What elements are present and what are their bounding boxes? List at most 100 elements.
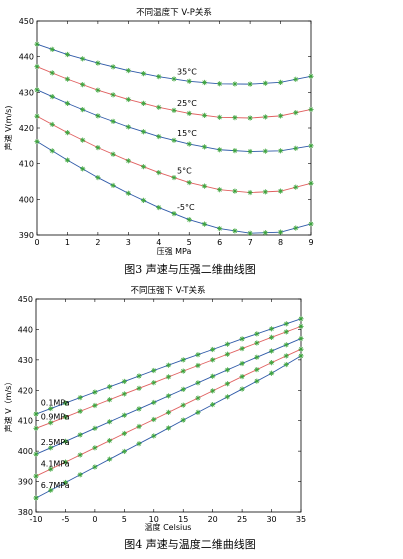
marker-stroke — [107, 419, 112, 424]
marker-stroke — [181, 387, 186, 392]
marker-stroke — [263, 81, 268, 86]
data-point-marker — [95, 113, 101, 119]
data-point-marker — [298, 335, 304, 342]
data-point-marker — [151, 367, 157, 374]
data-point-marker — [239, 386, 245, 392]
series-annotation: 5°C — [177, 167, 192, 176]
marker-stroke — [151, 380, 156, 385]
data-point-marker — [195, 409, 201, 415]
x-tick-label: 15 — [178, 515, 188, 524]
y-tick-label: 380 — [18, 508, 33, 517]
data-point-marker — [232, 188, 238, 194]
marker-stroke — [240, 336, 245, 341]
x-tick-label: 25 — [237, 515, 247, 524]
x-tick-label: 0 — [34, 238, 39, 247]
marker-stroke — [195, 395, 201, 401]
y-axis-label: 声速 V(m/s) — [3, 106, 13, 151]
marker-stroke — [298, 316, 304, 321]
marker-stroke — [63, 400, 68, 406]
data-point-marker — [268, 370, 275, 376]
marker-stroke — [232, 228, 237, 234]
marker-stroke — [126, 68, 131, 73]
marker-stroke — [171, 76, 177, 82]
data-point-marker — [247, 148, 253, 155]
marker-stroke — [63, 439, 68, 444]
marker-stroke — [111, 64, 116, 69]
marker-stroke — [50, 47, 55, 52]
y-tick-label: 440 — [19, 53, 34, 62]
marker-stroke — [78, 432, 83, 437]
data-point-marker — [224, 367, 230, 373]
marker-stroke — [263, 189, 268, 194]
data-point-marker — [210, 388, 216, 394]
data-point-marker — [64, 51, 71, 58]
data-point-marker — [268, 334, 275, 340]
marker-stroke — [34, 114, 40, 119]
data-point-marker — [308, 221, 314, 227]
x-tick-label: 5 — [122, 515, 127, 524]
marker-stroke — [181, 369, 186, 374]
x-tick-label: 2 — [95, 238, 100, 247]
marker-stroke — [111, 183, 116, 188]
data-point-marker — [136, 373, 142, 379]
marker-stroke — [308, 143, 314, 148]
data-point-marker — [186, 179, 192, 186]
marker-stroke — [136, 373, 142, 379]
y-tick-label: 420 — [18, 386, 33, 395]
marker-stroke — [278, 189, 283, 194]
series-annotation: 0.9MPa — [41, 413, 70, 422]
marker-stroke — [308, 107, 314, 112]
data-point-marker — [308, 73, 314, 79]
data-point-marker — [140, 71, 147, 77]
x-tick-label: -10 — [29, 515, 42, 524]
series-2.5MPa — [33, 335, 304, 457]
data-point-marker — [201, 183, 208, 189]
marker-stroke — [126, 97, 131, 102]
data-point-marker — [268, 326, 275, 332]
data-point-marker — [239, 345, 245, 352]
data-point-marker — [48, 466, 54, 472]
data-point-marker — [33, 451, 39, 457]
marker-stroke — [92, 464, 97, 470]
data-point-marker — [34, 64, 40, 70]
marker-stroke — [65, 130, 70, 135]
data-point-marker — [156, 204, 162, 211]
series-annotation: 25°C — [177, 99, 197, 108]
marker-stroke — [248, 231, 253, 236]
data-point-marker — [121, 448, 127, 455]
marker-stroke — [156, 170, 161, 175]
data-point-marker — [34, 138, 40, 145]
marker-stroke — [48, 406, 53, 411]
marker-stroke — [269, 360, 274, 365]
data-point-marker — [180, 402, 186, 408]
marker-stroke — [298, 336, 304, 341]
data-point-marker — [224, 394, 230, 400]
data-point-marker — [217, 187, 223, 193]
data-point-marker — [107, 419, 113, 425]
data-point-marker — [239, 336, 245, 342]
data-point-marker — [195, 395, 201, 401]
marker-stroke — [33, 452, 39, 457]
data-point-marker — [298, 316, 304, 322]
marker-stroke — [95, 175, 100, 180]
marker-stroke — [107, 397, 112, 402]
data-point-marker — [64, 76, 71, 82]
data-point-marker — [136, 385, 142, 391]
data-point-marker — [49, 70, 55, 76]
series-line — [36, 141, 312, 234]
series-5°C — [34, 113, 314, 196]
marker-stroke — [80, 82, 85, 87]
series-0.1MPa — [33, 316, 304, 417]
data-point-marker — [254, 366, 260, 373]
data-point-marker — [186, 217, 192, 223]
x-tick-label: 3 — [126, 238, 131, 247]
data-point-marker — [308, 106, 314, 113]
data-point-marker — [156, 169, 162, 176]
y-tick-label: 410 — [18, 417, 33, 426]
data-point-marker — [136, 406, 142, 412]
chart-title: 不同温度下 V-P关系 — [136, 7, 212, 18]
data-point-marker — [110, 151, 116, 157]
series-annotation: 2.5MPa — [41, 438, 70, 447]
data-point-marker — [121, 412, 127, 418]
marker-stroke — [65, 101, 70, 106]
